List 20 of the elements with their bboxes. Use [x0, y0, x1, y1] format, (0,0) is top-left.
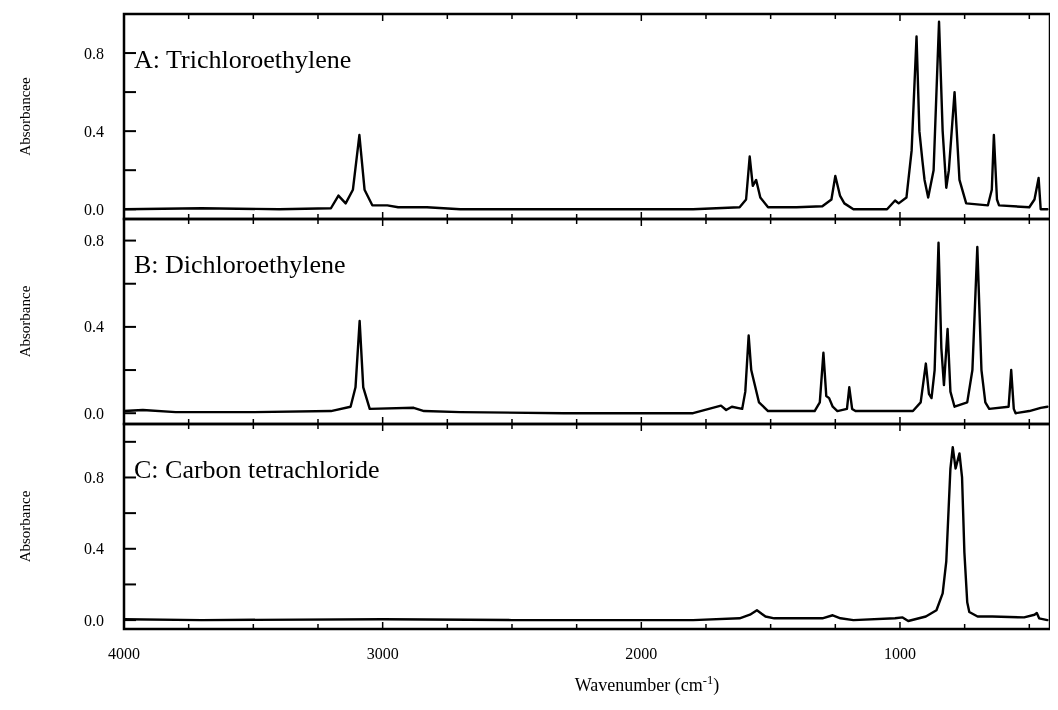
y-tick-label: 0.8: [84, 232, 104, 250]
y-tick-label: 0.4: [84, 122, 104, 140]
y-axis-title: Absorbance: [17, 285, 33, 358]
text: C: Carbon tetrachloride: [134, 455, 380, 484]
x-tick-label: 1000: [883, 645, 916, 662]
text: A: Trichloroethylene: [134, 45, 352, 74]
y-tick-label: 0.0: [84, 200, 104, 218]
y-axis-title: Absorbance: [17, 490, 33, 563]
y-tick-label: 0.0: [84, 404, 104, 422]
x-tick-label: 4000: [108, 645, 140, 662]
x-tick-label: 2000: [625, 645, 658, 662]
y-tick-label: 0.8: [84, 469, 104, 487]
text: B: Dichloroethylene: [134, 250, 346, 279]
y-tick-label: 0.0: [84, 611, 104, 629]
x-axis-title: Wavenumber (cm$^{-1}$): [574, 673, 720, 696]
y-tick-label: 0.4: [84, 540, 104, 558]
y-tick-label: 0.8: [84, 44, 104, 62]
y-tick-label: 0.4: [84, 318, 104, 336]
x-tick-label: 3000: [366, 645, 399, 662]
y-axis-title: Absorbancee: [17, 77, 33, 156]
